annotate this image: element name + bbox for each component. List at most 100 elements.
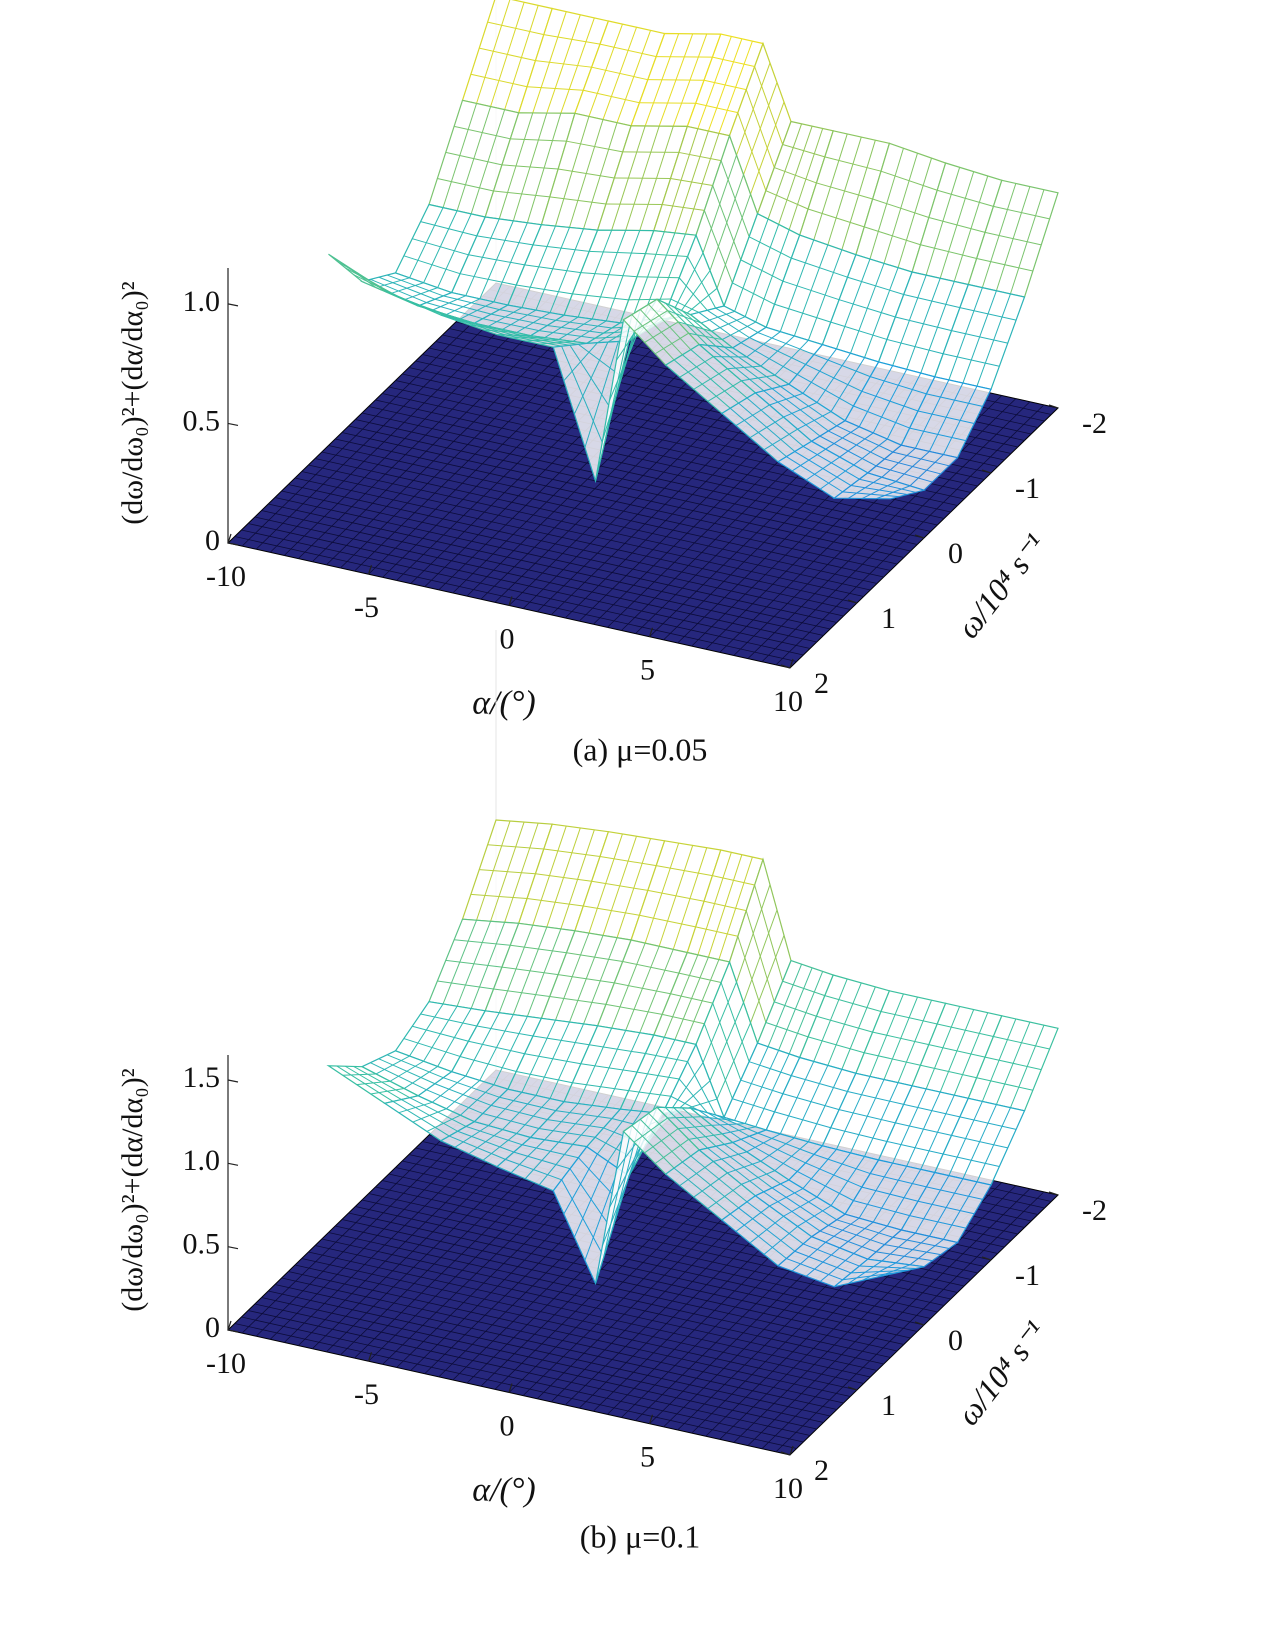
mesh-line xyxy=(637,276,680,279)
mesh-line xyxy=(729,407,787,458)
surface-cell xyxy=(661,1042,725,1119)
mesh-line xyxy=(737,112,767,191)
mesh-line xyxy=(426,1114,461,1132)
y-tick-label: -2 xyxy=(1082,407,1107,440)
surface-cell xyxy=(900,376,992,459)
mesh-line xyxy=(482,1133,517,1161)
mesh-line xyxy=(850,485,908,495)
surface-cell xyxy=(695,133,759,308)
mesh-line xyxy=(412,238,469,256)
floor-grid xyxy=(234,536,797,662)
mesh-line xyxy=(426,302,483,320)
mesh-line xyxy=(872,198,930,218)
mesh-line xyxy=(715,345,773,389)
x-tick-label: -10 xyxy=(206,1347,246,1380)
mesh-line xyxy=(505,1158,562,1181)
mesh-line xyxy=(794,451,852,486)
x-tick-label: 10 xyxy=(773,1472,803,1505)
floor-grid xyxy=(315,458,878,584)
surface-cell xyxy=(360,272,454,307)
y-tick-label: 2 xyxy=(814,667,829,700)
mesh-line xyxy=(745,910,775,1003)
mesh-line xyxy=(538,1144,574,1186)
floor-grid xyxy=(335,438,898,565)
y-tick-label: -1 xyxy=(1015,1259,1040,1292)
surface-cell xyxy=(855,142,947,273)
surface-cell xyxy=(788,343,880,422)
y-tick-label: 0 xyxy=(948,537,963,570)
surface-cell xyxy=(911,162,1003,286)
x-tick xyxy=(508,1383,513,1393)
mesh-line xyxy=(482,1113,540,1130)
mesh-line xyxy=(886,372,922,440)
floor-grid xyxy=(254,1303,817,1430)
surface-cell xyxy=(697,343,791,394)
mesh-line xyxy=(437,177,494,192)
floor-grid xyxy=(268,503,831,630)
mesh-line xyxy=(886,338,944,355)
mesh-line xyxy=(651,1041,686,1113)
mesh-line xyxy=(897,1000,933,1083)
mesh-line xyxy=(819,435,877,467)
mesh-line xyxy=(774,167,817,184)
mesh-line xyxy=(403,1038,461,1057)
floor-grid xyxy=(234,1323,797,1449)
mesh-line xyxy=(491,1104,548,1121)
mesh-line xyxy=(549,196,607,205)
x-tick xyxy=(227,1320,232,1331)
mesh-line xyxy=(392,1101,450,1137)
mesh-line xyxy=(605,230,641,322)
mesh-line xyxy=(535,60,592,68)
mesh-line xyxy=(378,276,436,300)
mesh-line xyxy=(976,293,1011,387)
mesh-line xyxy=(526,928,562,1017)
mesh-line xyxy=(591,66,648,81)
mesh-line xyxy=(572,320,607,342)
surface-cell xyxy=(723,212,801,329)
mesh-line xyxy=(449,316,506,336)
mesh-line xyxy=(853,1200,910,1217)
mesh-line xyxy=(524,264,581,274)
surface-cell xyxy=(911,1002,1003,1099)
mesh-line xyxy=(682,1161,739,1209)
mesh-line xyxy=(830,1127,888,1142)
mesh-line xyxy=(662,204,705,211)
mesh-line xyxy=(763,1226,798,1255)
mesh-line xyxy=(580,1063,638,1073)
mesh-line xyxy=(953,1012,989,1096)
floor-grid xyxy=(288,484,851,610)
x-tick-label: 10 xyxy=(773,685,803,718)
mesh-line xyxy=(715,1145,773,1189)
mesh-line xyxy=(460,301,495,320)
mesh-line xyxy=(493,1016,528,1086)
mesh-line xyxy=(841,986,876,1070)
mesh-line xyxy=(457,1130,515,1153)
mesh-line xyxy=(712,1002,742,1081)
mesh-line xyxy=(684,959,720,1043)
x-tick xyxy=(648,627,654,637)
mesh-line xyxy=(807,1069,843,1143)
mesh-line xyxy=(513,334,571,346)
x-tick xyxy=(648,1414,654,1424)
x-tick-label: 0 xyxy=(500,1409,515,1442)
caption: (a) μ=0.05 xyxy=(573,731,708,767)
mesh-line xyxy=(549,995,607,1005)
surface-cell xyxy=(552,1145,630,1286)
mesh-line xyxy=(457,318,514,336)
mesh-line xyxy=(765,1022,809,1038)
mesh-line xyxy=(370,1062,427,1091)
mesh-line xyxy=(740,1079,784,1095)
mesh-line xyxy=(549,1023,585,1099)
mesh-line xyxy=(841,140,876,250)
x-axis-label: α/(°) xyxy=(472,1471,536,1508)
mesh-line xyxy=(561,1179,605,1257)
floor-grid xyxy=(341,432,904,558)
mesh-line xyxy=(884,1244,941,1256)
y-tick-label: 1 xyxy=(881,1389,896,1422)
mesh-line xyxy=(738,402,796,452)
mesh-line xyxy=(774,339,809,376)
mesh-line xyxy=(647,79,705,81)
mesh-line xyxy=(741,374,775,382)
mesh-line xyxy=(527,86,584,91)
floor-grid xyxy=(261,510,824,636)
